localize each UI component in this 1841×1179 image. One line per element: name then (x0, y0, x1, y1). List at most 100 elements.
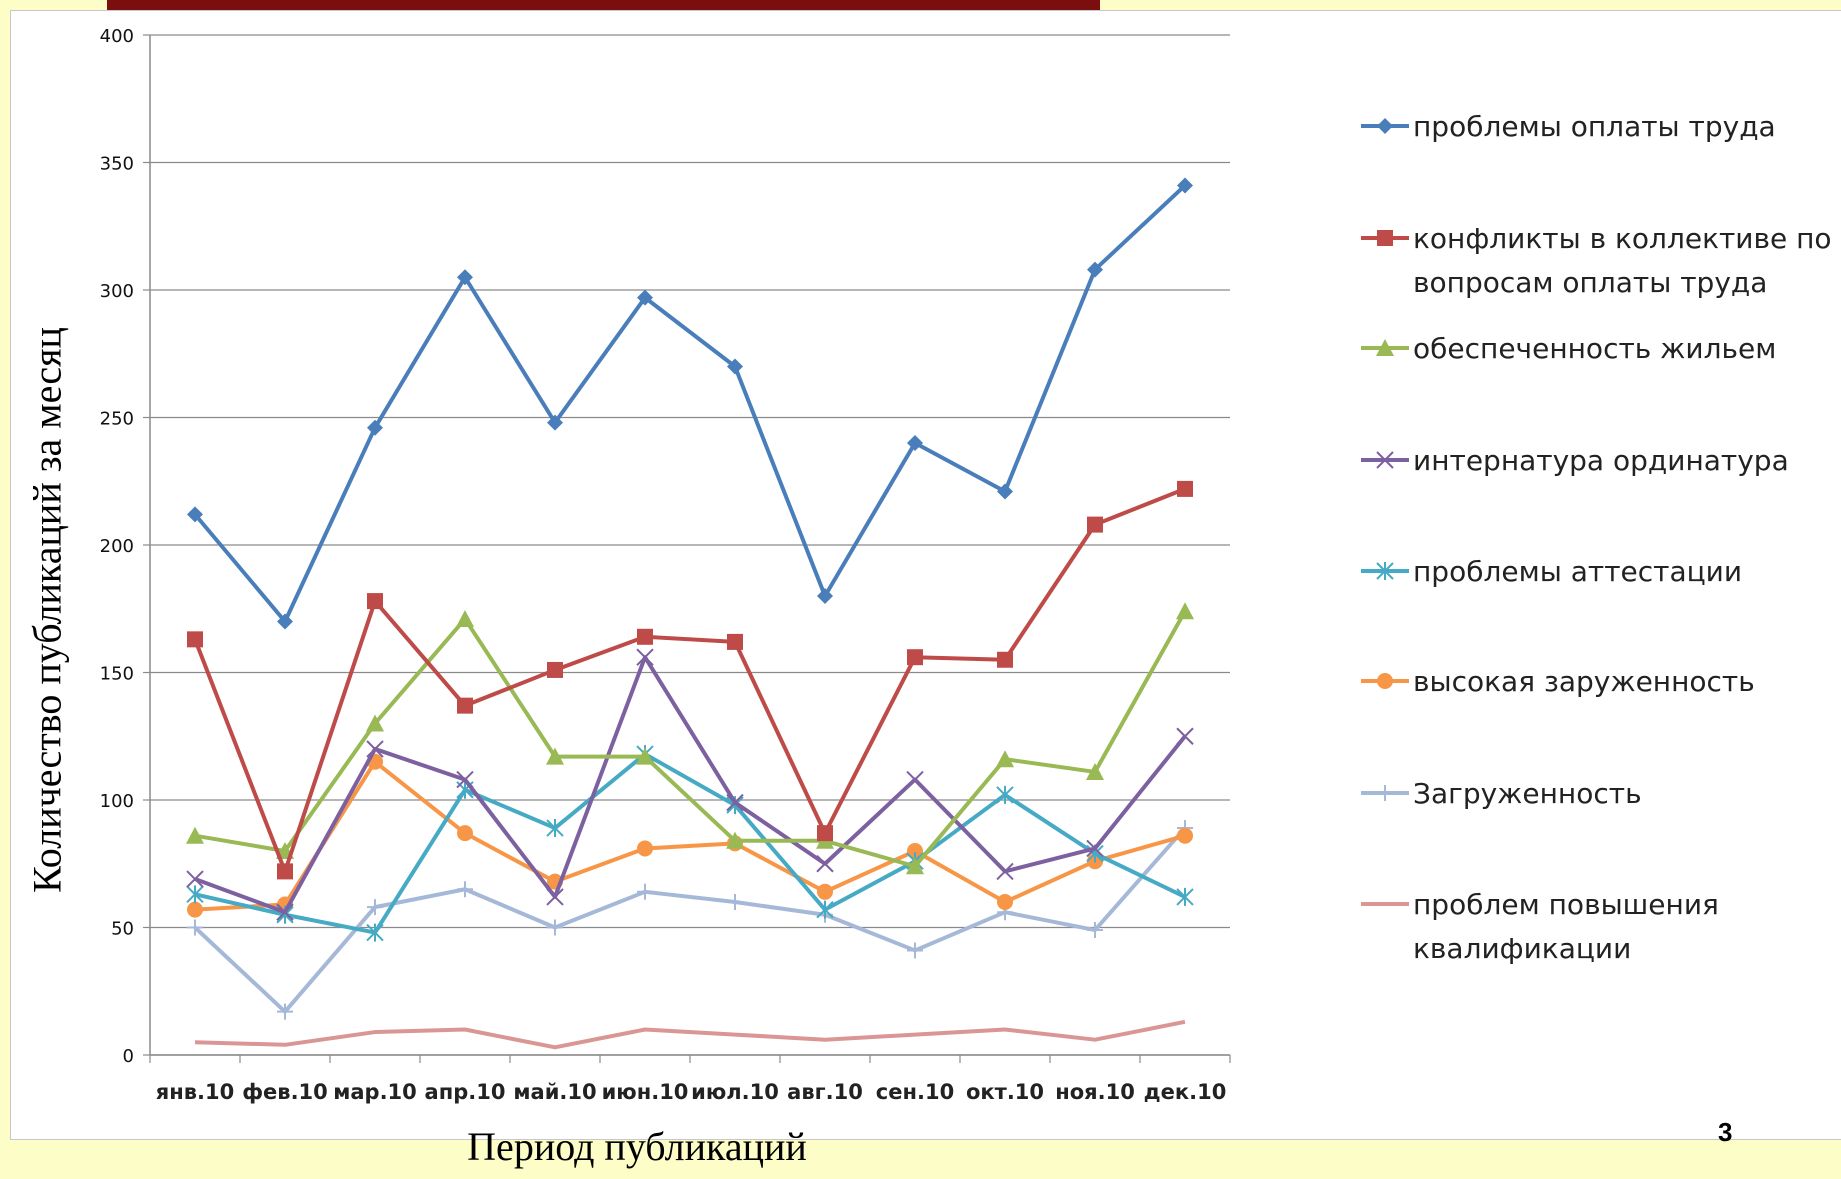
series-8 (194, 1019, 1186, 1050)
title-bar-decoration (107, 0, 1100, 11)
data-point (726, 831, 744, 849)
legend-label: квалификации (1413, 932, 1631, 965)
series-3 (186, 602, 1194, 875)
data-point (637, 289, 653, 306)
data-point (457, 881, 473, 898)
y-tick-label: 150 (100, 664, 134, 685)
data-point (187, 631, 203, 648)
data-point (997, 483, 1013, 500)
series-line (194, 759, 1186, 912)
data-point (546, 888, 564, 906)
grid-lines: 0 50 100 150 200 250 300 350 400 (100, 26, 1230, 1067)
series-line (194, 1019, 1186, 1050)
series-1 (187, 177, 1193, 630)
data-point (636, 648, 654, 666)
data-point (457, 697, 473, 714)
data-point (546, 819, 564, 838)
data-point (816, 855, 834, 873)
legend-item: проблем повышения квалификации (1361, 888, 1719, 965)
series-7 (187, 820, 1193, 1020)
legend-label: проблем повышения (1413, 888, 1719, 921)
data-point (907, 435, 923, 451)
data-point (906, 857, 924, 875)
legend-label: интернатура ординатура (1413, 444, 1789, 477)
legend-item: интернатура ординатура (1361, 444, 1789, 477)
data-point (817, 883, 833, 900)
series-2 (187, 480, 1193, 880)
legend-item: Загруженность (1361, 777, 1642, 810)
series-line (194, 752, 1186, 935)
data-point (277, 613, 293, 630)
legend-item: проблемы оплаты труда (1361, 110, 1776, 143)
y-tick-label: 100 (100, 791, 134, 812)
legend-swatch-marker (1376, 339, 1394, 356)
data-point (1087, 261, 1103, 278)
data-point (186, 870, 204, 888)
series-line (193, 826, 1187, 1014)
data-point (1177, 177, 1193, 194)
data-point (277, 1003, 293, 1020)
x-tick-label: май.10 (513, 1080, 596, 1104)
x-axis-label: Период публикаций (467, 1124, 807, 1169)
data-point (366, 923, 384, 942)
data-point (817, 825, 833, 842)
legend-swatch-marker (1376, 451, 1394, 469)
data-point (187, 506, 203, 523)
legend-item: проблемы аттестации (1361, 555, 1742, 588)
series-line (193, 183, 1187, 624)
data-point (186, 826, 204, 844)
data-point (1177, 827, 1193, 844)
legend-item: конфликты в коллективе по вопросам оплаты… (1361, 222, 1832, 299)
data-point (996, 785, 1014, 804)
data-point (547, 919, 563, 936)
x-tick-label: сен.10 (876, 1080, 954, 1104)
data-point (997, 651, 1013, 668)
series-line (193, 487, 1186, 874)
data-point (546, 747, 564, 765)
data-point (907, 649, 923, 666)
legend-label: обеспеченность жильем (1413, 332, 1776, 365)
data-point (366, 714, 384, 732)
line-chart: 0 50 100 150 200 250 300 350 400 янв.10 фев.10 мар.… (100, 26, 1832, 1104)
data-point (547, 414, 563, 431)
series-4 (186, 648, 1194, 921)
data-point (367, 899, 383, 916)
y-tick-label: 50 (111, 919, 134, 940)
x-ticks: янв.10 фев.10 мар.10 апр.10 май.10 июн.10 июл.… (149, 1055, 1231, 1104)
data-point (456, 609, 474, 627)
y-axis-label: Количество публикаций за месяц (24, 327, 70, 893)
data-point (636, 747, 654, 765)
data-point (996, 750, 1014, 768)
data-point (817, 588, 833, 604)
x-tick-label: апр.10 (425, 1080, 506, 1104)
y-tick-label: 350 (100, 154, 134, 175)
data-point (366, 740, 384, 758)
chart-area: 0 50 100 150 200 250 300 350 400 янв.10 фев.10 мар.… (10, 10, 1841, 1140)
legend-label: Загруженность (1413, 777, 1642, 810)
x-tick-label: июл.10 (691, 1080, 779, 1104)
data-point (1176, 887, 1194, 906)
y-tick-label: 300 (100, 281, 134, 302)
legend: проблемы оплаты труда конфликты в коллект… (1361, 110, 1832, 965)
data-point (727, 633, 743, 650)
data-point (637, 628, 653, 645)
series-line (194, 610, 1187, 869)
data-point (726, 793, 744, 812)
y-tick-label: 0 (123, 1046, 134, 1067)
data-point (276, 903, 294, 921)
legend-label: высокая заруженность (1413, 665, 1755, 698)
data-point (1086, 762, 1104, 780)
y-tick-label: 400 (100, 26, 134, 47)
legend-swatch-marker (1377, 673, 1393, 689)
slide-number: 3 (1718, 1117, 1733, 1147)
data-point (1087, 922, 1103, 939)
legend-swatch-marker (1377, 785, 1393, 801)
legend-item: высокая заруженность (1361, 665, 1755, 698)
y-tick-label: 200 (100, 536, 134, 557)
x-tick-label: мар.10 (333, 1080, 417, 1104)
data-point (187, 919, 203, 936)
data-point (1086, 839, 1104, 858)
legend-item: обеспеченность жильем (1361, 332, 1776, 365)
data-point (277, 863, 293, 880)
legend-label: проблемы оплаты труда (1413, 110, 1776, 143)
